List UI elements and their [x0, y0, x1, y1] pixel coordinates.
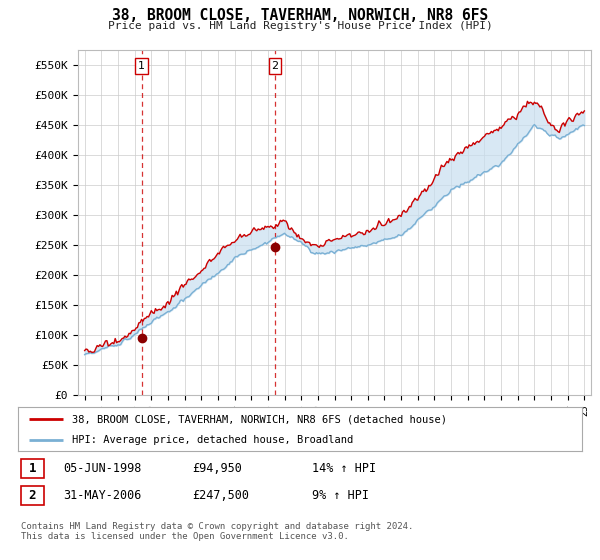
Text: 31-MAY-2006: 31-MAY-2006: [63, 489, 142, 502]
Text: 38, BROOM CLOSE, TAVERHAM, NORWICH, NR8 6FS (detached house): 38, BROOM CLOSE, TAVERHAM, NORWICH, NR8 …: [71, 414, 446, 424]
Text: Contains HM Land Registry data © Crown copyright and database right 2024.
This d: Contains HM Land Registry data © Crown c…: [21, 522, 413, 542]
Text: 2: 2: [271, 60, 278, 71]
Text: £94,950: £94,950: [192, 462, 242, 475]
Text: Price paid vs. HM Land Registry's House Price Index (HPI): Price paid vs. HM Land Registry's House …: [107, 21, 493, 31]
Text: 9% ↑ HPI: 9% ↑ HPI: [312, 489, 369, 502]
Text: 38, BROOM CLOSE, TAVERHAM, NORWICH, NR8 6FS: 38, BROOM CLOSE, TAVERHAM, NORWICH, NR8 …: [112, 8, 488, 24]
Text: 05-JUN-1998: 05-JUN-1998: [63, 462, 142, 475]
Text: 14% ↑ HPI: 14% ↑ HPI: [312, 462, 376, 475]
Text: 1: 1: [29, 462, 36, 475]
Text: 2: 2: [29, 489, 36, 502]
Text: 1: 1: [138, 60, 145, 71]
Text: £247,500: £247,500: [192, 489, 249, 502]
Text: HPI: Average price, detached house, Broadland: HPI: Average price, detached house, Broa…: [71, 435, 353, 445]
